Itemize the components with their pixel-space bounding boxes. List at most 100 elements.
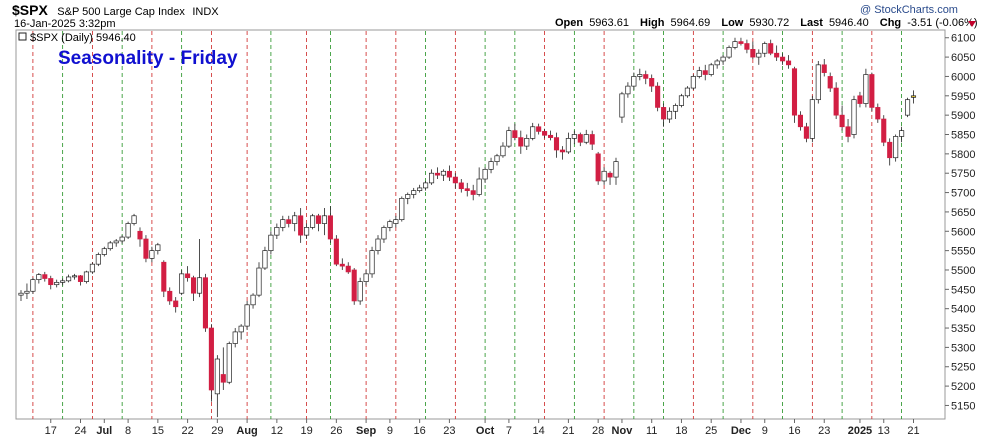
last-value: 5946.40 <box>829 17 869 29</box>
candle-body <box>214 358 220 395</box>
candle-body <box>417 187 423 191</box>
candle-body <box>809 99 815 139</box>
x-tick-label: Dec <box>731 425 751 437</box>
y-tick-label: 5400 <box>951 304 975 316</box>
candle-body <box>875 107 881 120</box>
x-tick-label: 8 <box>125 425 131 437</box>
candle-body <box>887 141 893 159</box>
candle-body <box>881 118 887 143</box>
candle-body <box>458 182 464 190</box>
date-stamp: 16-Jan-2025 3:32pm <box>14 18 116 30</box>
candle-body <box>345 265 351 273</box>
high-label: High <box>640 17 665 29</box>
x-tick-label: Oct <box>476 425 495 437</box>
x-tick-label: 2025 <box>848 425 872 437</box>
candle-body <box>304 227 310 236</box>
candle-body <box>262 250 268 269</box>
x-tick-label: 13 <box>878 425 890 437</box>
candle-body <box>238 325 244 333</box>
candle-body <box>440 170 447 176</box>
candle-body <box>595 153 601 182</box>
candle-body <box>833 87 839 116</box>
candle-body <box>161 261 167 292</box>
candle-body <box>601 170 607 182</box>
candle-body <box>464 188 470 191</box>
candle-body <box>77 275 84 282</box>
x-tick-label: 16 <box>414 425 426 437</box>
y-tick-label: 5650 <box>951 207 975 219</box>
plot-area <box>15 29 946 420</box>
x-tick-label: 12 <box>271 425 283 437</box>
y-tick-label: 5850 <box>951 130 975 142</box>
candle-body <box>625 85 631 95</box>
open-label: Open <box>555 17 583 29</box>
brand-link[interactable]: @ StockCharts.com <box>860 4 958 16</box>
candle-body <box>893 136 899 159</box>
candle-body <box>83 271 90 282</box>
candle-body <box>797 114 804 128</box>
candle-body <box>66 276 72 282</box>
candle-body <box>202 277 209 329</box>
candle-body <box>250 294 256 306</box>
candle-body <box>857 95 863 104</box>
candle-body <box>542 131 548 136</box>
candle-body <box>333 238 339 265</box>
candle-body <box>387 221 393 228</box>
candle-body <box>738 41 744 44</box>
x-tick-label: 28 <box>592 425 604 437</box>
candle-body <box>405 194 411 199</box>
candle-body <box>839 114 845 128</box>
x-tick-label: 9 <box>387 425 393 437</box>
exchange: INDX <box>192 6 219 18</box>
candle-body <box>714 60 720 66</box>
y-tick-label: 5750 <box>951 168 975 180</box>
y-tick-label: 5150 <box>951 400 975 412</box>
candle-body <box>71 275 78 278</box>
y-tick-label: 5950 <box>951 91 975 103</box>
candle-body <box>155 244 161 251</box>
candle-body <box>369 250 375 275</box>
candle-body <box>666 110 673 120</box>
candle-body <box>672 105 679 112</box>
y-tick-label: 5700 <box>951 188 975 200</box>
last-label: Last <box>800 17 823 29</box>
candle-body <box>54 282 60 286</box>
y-tick-label: 5500 <box>951 265 975 277</box>
candle-body <box>904 99 911 116</box>
candle-body <box>547 134 554 138</box>
candle-body <box>637 74 643 77</box>
candle-body <box>791 68 798 116</box>
low-value: 5930.72 <box>749 17 789 29</box>
candle-body <box>381 227 387 240</box>
candle-body <box>815 64 821 101</box>
x-tick-label: 7 <box>506 425 512 437</box>
candle-body <box>196 277 203 294</box>
candle-body <box>910 95 917 98</box>
candle-body <box>434 172 441 176</box>
candle-body <box>24 290 30 294</box>
y-tick-label: 5350 <box>951 323 975 335</box>
candle-body <box>149 250 155 259</box>
candle-body <box>762 43 768 54</box>
date-axis: 17 24 Jul 8 15 22 29 Aug 12 19 26 Sep 9 16 23 Oct 7 14 21 2… <box>45 419 920 437</box>
candle-body <box>720 56 726 62</box>
chart-title: Seasonality - Friday <box>58 48 238 69</box>
candle-body <box>107 242 113 250</box>
candle-body <box>327 215 333 240</box>
candle-body <box>244 304 250 327</box>
candle-body <box>280 219 286 228</box>
candle-body <box>363 273 369 282</box>
candle-body <box>619 93 625 118</box>
candle-body <box>863 74 869 104</box>
candle-body <box>803 126 809 139</box>
chg-value: -3.51 (-0.06%) <box>907 17 977 29</box>
candle-body <box>649 78 655 87</box>
candle-body <box>446 170 452 178</box>
candle-body <box>696 70 702 77</box>
candle-body <box>827 76 833 89</box>
candle-body <box>732 41 738 48</box>
candle-body <box>684 87 690 97</box>
candle-body <box>655 85 661 108</box>
y-tick-label: 6000 <box>951 71 975 83</box>
